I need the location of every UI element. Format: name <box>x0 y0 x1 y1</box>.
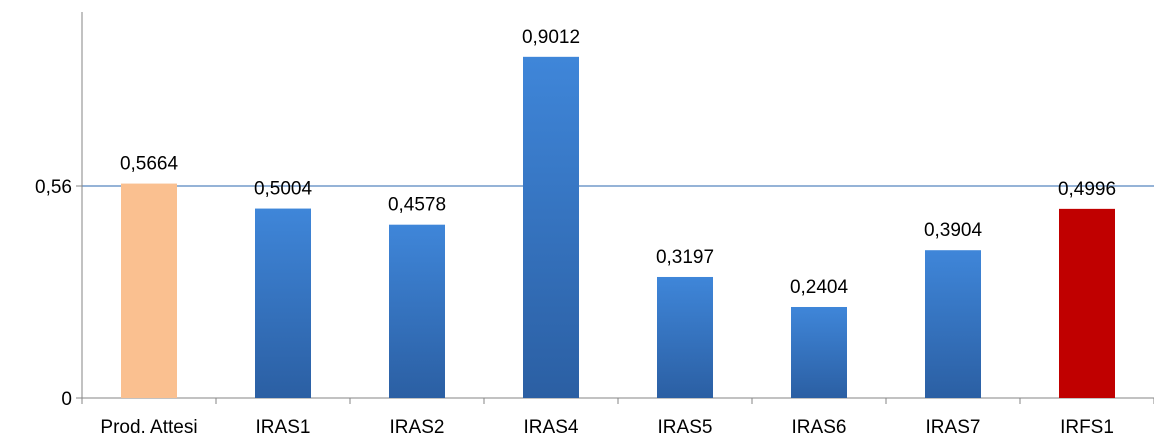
bar <box>925 250 981 398</box>
data-label: 0,3197 <box>656 247 714 268</box>
x-tick-label: Prod. Attesi <box>100 417 197 438</box>
data-label: 0,5664 <box>120 154 179 175</box>
bar <box>121 183 177 398</box>
data-label: 0,3904 <box>924 220 983 241</box>
x-tick-label: IRFS1 <box>1060 417 1114 438</box>
x-tick-label: IRAS5 <box>658 417 713 438</box>
data-label: 0,2404 <box>790 277 849 298</box>
x-tick-label: IRAS7 <box>926 417 981 438</box>
bar <box>523 56 579 399</box>
data-label: 0,4578 <box>388 195 446 216</box>
bar <box>1059 208 1115 398</box>
bar <box>657 276 713 398</box>
plot-area: 0 0,56 0,5664 Prod. Attesi 0,5004 IRAS1 0,4578… <box>35 12 1154 438</box>
x-tick-label: IRAS6 <box>792 417 847 438</box>
data-label: 0,9012 <box>522 27 580 48</box>
data-label: 0,5004 <box>254 179 313 200</box>
x-tick-label: IRAS1 <box>256 417 311 438</box>
x-tick-label: IRAS2 <box>390 417 445 438</box>
y-tick-label: 0,56 <box>35 177 72 198</box>
y-tick-label: 0 <box>61 389 72 410</box>
bar <box>255 208 311 398</box>
x-tick-label: IRAS4 <box>524 417 579 438</box>
data-label: 0,4996 <box>1058 179 1116 200</box>
bar <box>389 224 445 398</box>
bar <box>791 306 847 398</box>
